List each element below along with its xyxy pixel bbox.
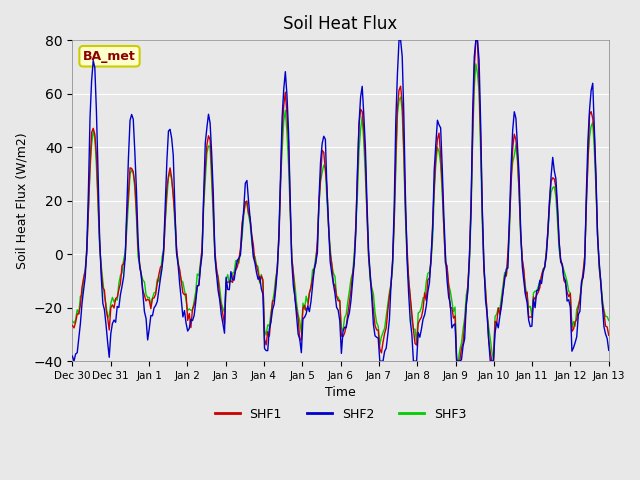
SHF3	[75, 311, 83, 316]
SHF1	[511, 132, 518, 137]
SHF3	[187, 307, 195, 313]
SHF3	[605, 318, 612, 324]
SHF3	[511, 153, 518, 158]
SHF3	[517, 235, 525, 240]
SHF1	[68, 323, 76, 328]
Line: SHF2: SHF2	[72, 40, 609, 361]
SHF1	[605, 333, 612, 338]
SHF2	[189, 318, 196, 324]
SHF2	[70, 358, 78, 364]
SHF1	[228, 279, 236, 285]
Legend: SHF1, SHF2, SHF3: SHF1, SHF2, SHF3	[209, 403, 472, 425]
SHF1	[453, 358, 461, 364]
Line: SHF1: SHF1	[72, 40, 609, 361]
SHF1	[75, 311, 83, 317]
SHF2	[371, 333, 379, 339]
Line: SHF3: SHF3	[72, 64, 609, 361]
SHF2	[77, 321, 84, 326]
SHF2	[230, 277, 238, 283]
SHF1	[472, 37, 480, 43]
Text: BA_met: BA_met	[83, 50, 136, 63]
SHF3	[369, 291, 377, 297]
SHF1	[187, 324, 195, 330]
Y-axis label: Soil Heat Flux (W/m2): Soil Heat Flux (W/m2)	[15, 132, 28, 269]
SHF3	[472, 61, 480, 67]
SHF3	[228, 270, 236, 276]
SHF2	[395, 37, 403, 43]
X-axis label: Time: Time	[325, 386, 356, 399]
SHF1	[517, 230, 525, 236]
SHF2	[517, 228, 525, 234]
SHF2	[68, 353, 76, 359]
SHF3	[454, 358, 462, 364]
SHF2	[511, 109, 518, 115]
SHF2	[605, 348, 612, 353]
SHF3	[68, 318, 76, 324]
Title: Soil Heat Flux: Soil Heat Flux	[284, 15, 397, 33]
SHF1	[369, 308, 377, 313]
